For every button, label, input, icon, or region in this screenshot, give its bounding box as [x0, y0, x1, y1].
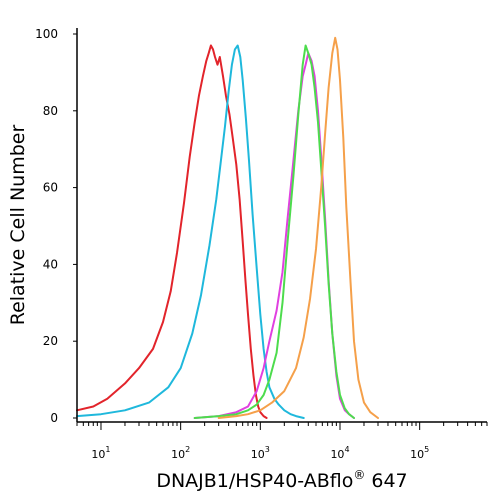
y-tick-label: 20: [43, 334, 58, 348]
y-tick-label: 40: [43, 257, 58, 271]
series-line-4: [193, 44, 355, 419]
series-line-1: [76, 44, 268, 419]
x-axis-title-main: DNAJB1/HSP40-ABflo: [156, 470, 353, 492]
plot-lines: [76, 36, 379, 419]
x-tick-label: 102: [171, 445, 190, 461]
y-tick-label: 80: [43, 104, 58, 118]
series-line-5: [217, 36, 379, 419]
x-axis-title-suffix: 647: [365, 470, 407, 492]
x-ticks: 101 102 103 104 105: [76, 422, 488, 461]
x-tick-label: 101: [91, 445, 110, 461]
y-tick-label: 60: [43, 181, 58, 195]
y-tick-label: 100: [35, 27, 58, 41]
x-tick-label: 105: [410, 445, 429, 461]
y-axis-title: Relative Cell Number: [7, 125, 29, 326]
x-tick-label: 103: [251, 445, 270, 461]
x-tick-label: 104: [330, 445, 349, 461]
y-tick-label: 0: [50, 411, 58, 425]
series-line-2: [76, 44, 305, 419]
y-ticks: 0 20 40 60 80 100: [35, 27, 77, 425]
x-axis-title-superscript: ®: [353, 468, 365, 482]
axes: [76, 28, 487, 423]
x-axis-title: DNAJB1/HSP40-ABflo® 647: [156, 468, 407, 492]
